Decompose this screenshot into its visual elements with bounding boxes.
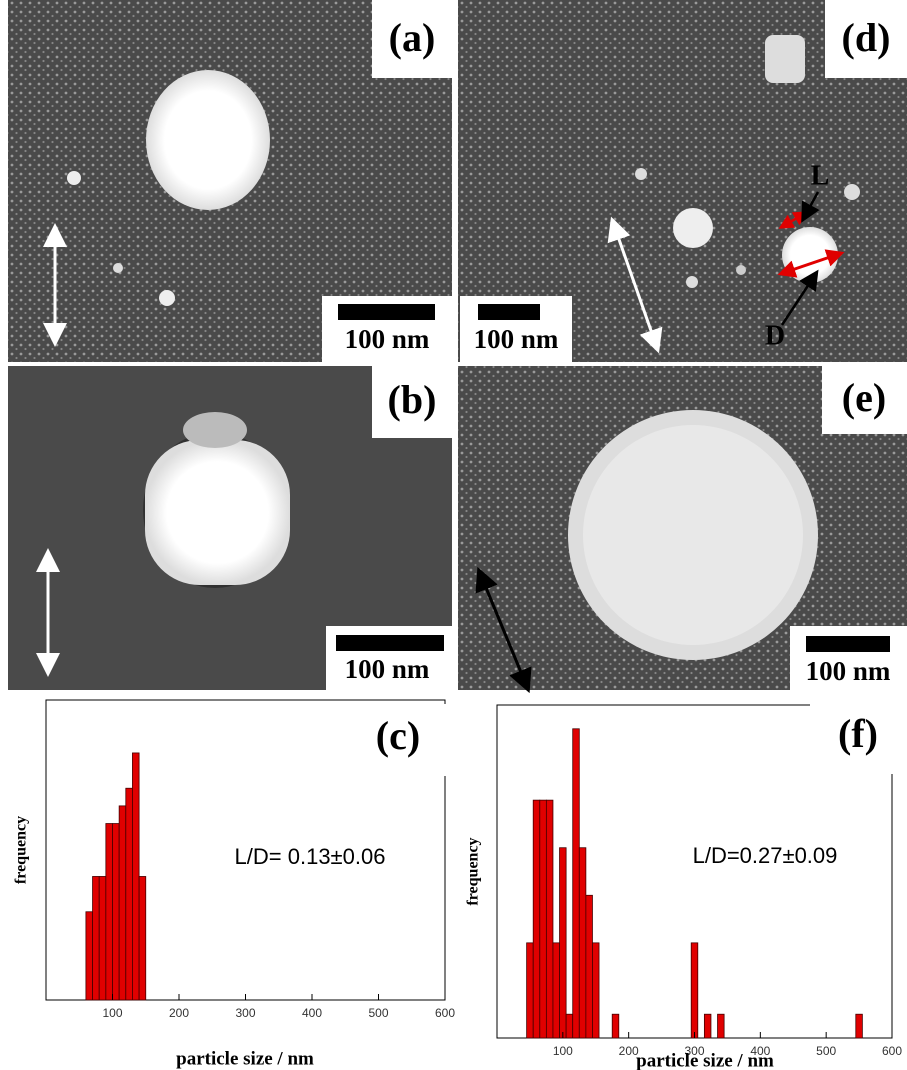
x-tick-label: 500	[368, 1006, 388, 1020]
x-tick-label: 100	[553, 1044, 573, 1058]
x-tick-label: 600	[435, 1006, 455, 1020]
sem-panel: (e) 100 nm	[458, 366, 907, 690]
bar	[592, 943, 599, 1038]
y-axis-label: frequency	[13, 816, 30, 884]
bar	[579, 848, 586, 1038]
x-tick-label: 400	[302, 1006, 322, 1020]
bar	[586, 895, 593, 1038]
bar	[566, 1014, 573, 1038]
panel-label: (d)	[842, 15, 891, 60]
bar	[691, 943, 698, 1038]
panel-label: (b)	[388, 377, 437, 422]
bar	[718, 1014, 725, 1038]
bar	[527, 943, 534, 1038]
bar	[132, 753, 139, 1000]
marker-label: L	[811, 160, 830, 191]
bar	[612, 1014, 619, 1038]
panel-label: (f)	[838, 711, 878, 756]
annotation: L/D= 0.13±0.06	[235, 844, 386, 869]
scale-bar-label: 100 nm	[806, 656, 891, 686]
x-axis-label: particle size / nm	[176, 1048, 314, 1069]
annotation: L/D=0.27±0.09	[693, 843, 838, 868]
scale-bar-label: 100 nm	[345, 324, 430, 354]
scale-bar-label: 100 nm	[474, 324, 559, 354]
x-tick-label: 100	[102, 1006, 122, 1020]
panel-label: (a)	[389, 15, 436, 60]
bar	[139, 876, 146, 1000]
x-tick-label: 600	[882, 1044, 902, 1058]
sem-panel: (a) 100 nm	[8, 0, 452, 362]
sem-panel: L D (d) 100 nm	[458, 0, 907, 362]
bar	[99, 876, 106, 1000]
bar	[573, 729, 580, 1038]
scale-bar-label: 100 nm	[345, 654, 430, 684]
marker-label: D	[765, 320, 785, 351]
x-tick-label: 300	[235, 1006, 255, 1020]
bar	[553, 943, 560, 1038]
bar	[93, 876, 100, 1000]
x-axis-label: particle size / nm	[636, 1050, 774, 1070]
bar	[126, 788, 133, 1000]
bar	[106, 824, 113, 1000]
bar	[546, 800, 553, 1038]
bar	[856, 1014, 863, 1038]
bar	[119, 806, 126, 1000]
bar	[113, 824, 120, 1000]
x-tick-label: 200	[169, 1006, 189, 1020]
panel-label: (e)	[842, 375, 886, 420]
sem-panel: (b) 100 nm	[8, 366, 452, 690]
x-tick-label: 500	[816, 1044, 836, 1058]
y-axis-label: frequency	[465, 837, 482, 905]
bar	[560, 848, 567, 1038]
figure: (a) 100 nm L D (d) 100 nm (b) 100 nm	[0, 0, 907, 1070]
bar	[704, 1014, 711, 1038]
panel-label: (c)	[376, 713, 420, 758]
bar	[540, 800, 547, 1038]
bar	[533, 800, 540, 1038]
bar	[86, 912, 93, 1000]
